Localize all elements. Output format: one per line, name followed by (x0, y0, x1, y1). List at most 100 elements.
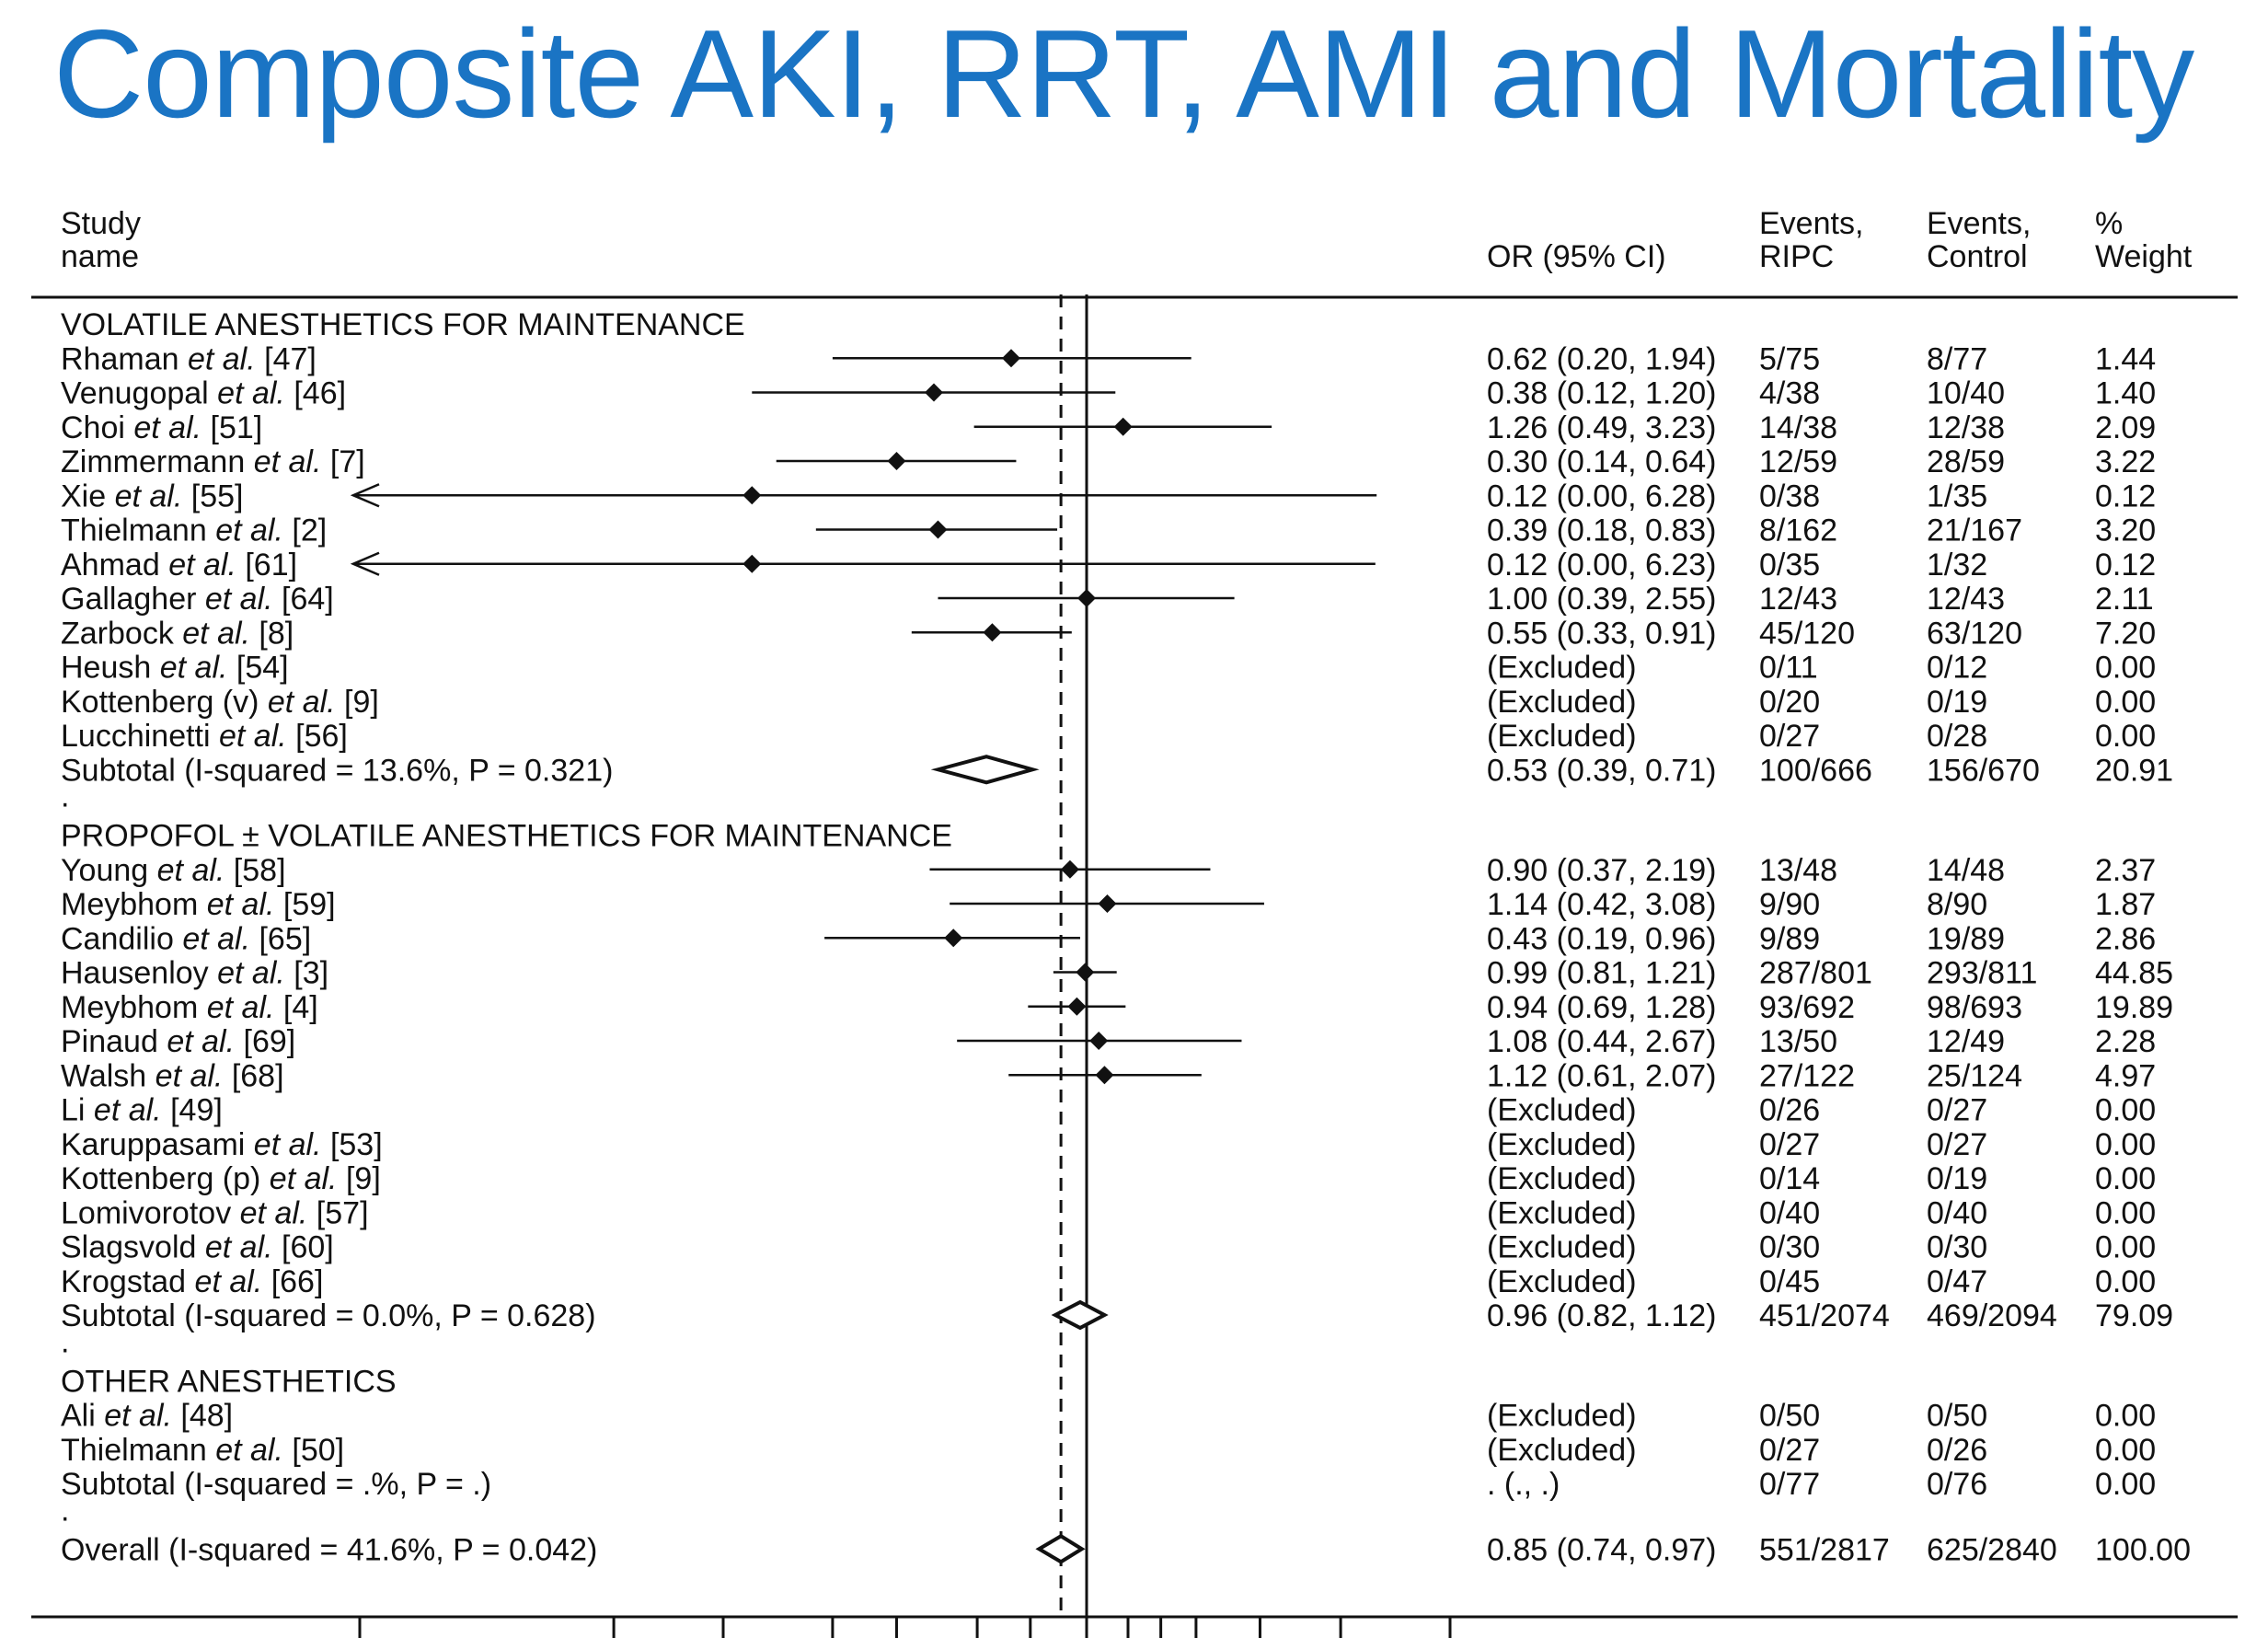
events-control: 0/12 (1927, 651, 1987, 686)
weight-value: 0.00 (2095, 685, 2156, 720)
study-row: Kottenberg (v) et al. [9] (Excluded) 0/20 0… (61, 685, 2156, 720)
study-name: Gallagher et al. [64] (61, 582, 334, 617)
study-row: Hausenloy et al. [3] 0.99 (0.81, 1.21) 287… (61, 956, 2173, 991)
study-name: Candilio et al. [65] (61, 921, 311, 956)
header-ripc-line1: Events, (1759, 206, 1863, 241)
point-estimate (1067, 997, 1087, 1016)
events-ripc: 27/122 (1759, 1058, 1855, 1093)
events-control: 21/167 (1927, 513, 2022, 548)
point-estimate (944, 929, 963, 948)
or-ci-value: 0.12 (0.00, 6.23) (1487, 548, 1717, 583)
or-ci-value: . (., .) (1487, 1467, 1560, 1502)
separator-dot: . (61, 779, 69, 814)
study-name: Choi et al. [51] (61, 410, 262, 445)
point-estimate (1113, 417, 1133, 436)
weight-value: 0.00 (2095, 1195, 2156, 1230)
group-heading: OTHER ANESTHETICS (61, 1364, 397, 1399)
study-row: Zarbock et al. [8] 0.55 (0.33, 0.91) 45/12… (61, 616, 2156, 651)
events-control: 0/76 (1927, 1467, 1987, 1502)
events-ripc: 0/11 (1759, 651, 1818, 686)
or-ci-value: 0.43 (0.19, 0.96) (1487, 921, 1717, 956)
subtotal-row: Subtotal (I-squared = 0.0%, P = 0.628) 0.… (61, 1298, 2173, 1333)
study-row: Li et al. [49] (Excluded) 0/26 0/27 0.00 (61, 1093, 2156, 1128)
header-study-line2: name (61, 239, 139, 274)
weight-value: 2.37 (2095, 853, 2156, 888)
events-control: 0/19 (1927, 1161, 1987, 1196)
point-estimate (1098, 894, 1117, 913)
weight-value: 2.09 (2095, 410, 2156, 445)
events-ripc: 0/40 (1759, 1195, 1820, 1230)
or-ci-value: 1.14 (0.42, 3.08) (1487, 887, 1717, 922)
study-name: Ahmad et al. [61] (61, 548, 297, 583)
or-ci-value: 0.90 (0.37, 2.19) (1487, 853, 1717, 888)
point-estimate (1076, 963, 1095, 982)
study-name: Slagsvold et al. [60] (61, 1230, 334, 1265)
study-row: Kottenberg (p) et al. [9] (Excluded) 0/14 0… (61, 1161, 2156, 1196)
point-estimate (925, 383, 944, 402)
study-name: Venugopal et al. [46] (61, 376, 346, 411)
weight-value: 7.20 (2095, 616, 2156, 651)
or-ci-value: 0.99 (0.81, 1.21) (1487, 956, 1717, 991)
point-estimate (887, 452, 906, 470)
weight-value: 44.85 (2095, 956, 2173, 991)
header-weight-line2: Weight (2095, 239, 2193, 274)
pooled-diamond (1051, 1299, 1109, 1331)
or-ci-value: (Excluded) (1487, 651, 1637, 686)
weight-value: 0.00 (2095, 719, 2156, 754)
weight-value: 1.87 (2095, 887, 2156, 922)
events-control: 19/89 (1927, 921, 2005, 956)
events-control: 1/35 (1927, 479, 1987, 513)
events-ripc: 0/27 (1759, 1433, 1820, 1468)
events-ripc: 0/50 (1759, 1399, 1820, 1434)
events-control: 8/77 (1927, 341, 1987, 376)
study-name: Meybhom et al. [4] (61, 990, 318, 1025)
events-control: 0/28 (1927, 719, 1987, 754)
study-row: Candilio et al. [65] 0.43 (0.19, 0.96) 9/8… (61, 921, 2156, 956)
weight-value: 0.00 (2095, 1467, 2156, 1502)
events-ripc: 13/50 (1759, 1024, 1837, 1059)
events-ripc: 551/2817 (1759, 1532, 1890, 1567)
or-ci-value: 0.96 (0.82, 1.12) (1487, 1298, 1717, 1333)
events-control: 98/693 (1927, 990, 2022, 1025)
study-name: Karuppasami et al. [53] (61, 1127, 383, 1162)
group-row: VOLATILE ANESTHETICS FOR MAINTENANCE (61, 307, 745, 342)
events-control: 28/59 (1927, 444, 2005, 479)
or-ci-value: (Excluded) (1487, 1195, 1637, 1230)
study-name: Rhaman et al. [47] (61, 341, 317, 376)
ci-arrow (350, 483, 380, 508)
events-ripc: 0/77 (1759, 1467, 1820, 1502)
weight-value: 79.09 (2095, 1298, 2173, 1333)
or-ci-value: (Excluded) (1487, 1230, 1637, 1265)
events-control: 293/811 (1927, 956, 2037, 991)
events-control: 0/19 (1927, 685, 1987, 720)
study-row: Pinaud et al. [69] 1.08 (0.44, 2.67) 13/50… (61, 1024, 2156, 1059)
subtotal-row: Subtotal (I-squared = 13.6%, P = 0.321) 0… (61, 753, 2173, 788)
or-ci-value: 0.38 (0.12, 1.20) (1487, 376, 1717, 411)
study-row: Ahmad et al. [61] 0.12 (0.00, 6.23) 0/35 1/… (61, 548, 2156, 583)
events-control: 14/48 (1927, 853, 2005, 888)
subtotal-label: Subtotal (I-squared = 13.6%, P = 0.321) (61, 753, 613, 788)
study-row: Thielmann et al. [50] (Excluded) 0/27 0/26 0… (61, 1433, 2156, 1468)
point-estimate (1001, 349, 1020, 368)
study-row: Rhaman et al. [47] 0.62 (0.20, 1.94) 5/75 8… (61, 341, 2156, 376)
study-row: Karuppasami et al. [53] (Excluded) 0/27 0/2… (61, 1127, 2156, 1162)
weight-value: 0.00 (2095, 1230, 2156, 1265)
point-estimate (1060, 859, 1079, 879)
ci-arrow (350, 551, 380, 576)
weight-value: 20.91 (2095, 753, 2173, 788)
header-control-line1: Events, (1927, 206, 2031, 241)
study-name: Young et al. [58] (61, 853, 286, 888)
weight-value: 3.20 (2095, 513, 2156, 548)
study-name: Krogstad et al. [66] (61, 1264, 323, 1299)
study-row: Gallagher et al. [64] 1.00 (0.39, 2.55) 12… (61, 582, 2154, 617)
events-ripc: 0/30 (1759, 1230, 1820, 1265)
weight-value: 2.28 (2095, 1024, 2156, 1059)
weight-value: 0.00 (2095, 1399, 2156, 1434)
events-ripc: 0/26 (1759, 1093, 1820, 1128)
study-name: Kottenberg (p) et al. [9] (61, 1161, 381, 1196)
weight-value: 1.40 (2095, 376, 2156, 411)
events-control: 0/47 (1927, 1264, 1987, 1299)
study-name: Meybhom et al. [59] (61, 887, 336, 922)
study-row: Meybhom et al. [59] 1.14 (0.42, 3.08) 9/90… (61, 887, 2156, 922)
